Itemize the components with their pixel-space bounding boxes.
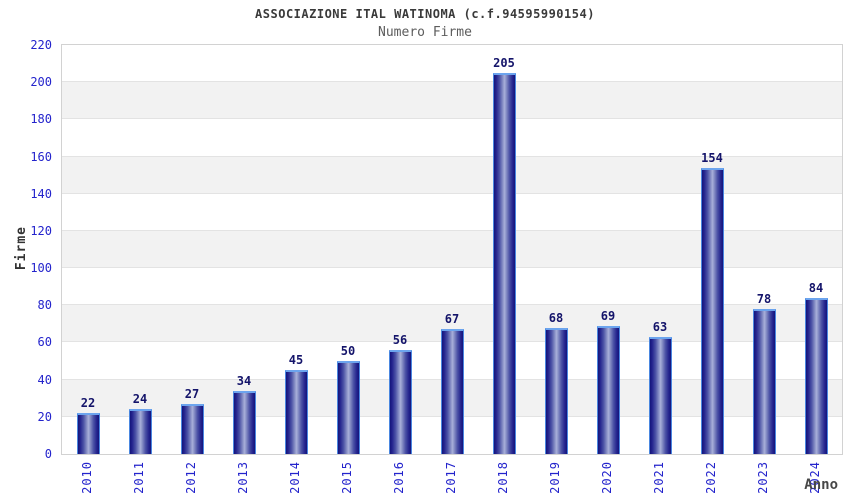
- bar-2015: [336, 361, 360, 454]
- y-tick-label: 200: [30, 75, 52, 90]
- x-tick-label: 2015: [340, 461, 354, 494]
- gridline: [62, 267, 842, 269]
- y-tick-label: 140: [30, 186, 52, 201]
- grid-band: [62, 82, 842, 120]
- grid-band: [62, 268, 842, 306]
- bar-2012: [180, 403, 204, 454]
- bar-2014: [284, 370, 308, 454]
- gridline: [62, 304, 842, 306]
- gridline: [62, 81, 842, 83]
- bar-value-label: 69: [600, 308, 616, 323]
- y-tick-label: 60: [37, 335, 52, 350]
- gridline: [62, 155, 842, 157]
- x-tick-label: 2012: [184, 461, 198, 494]
- x-tick-label: 2020: [600, 461, 614, 494]
- chart-title: ASSOCIAZIONE ITAL WATINOMA (c.f.94595990…: [255, 7, 595, 21]
- grid-band: [62, 230, 842, 269]
- y-tick-label: 80: [37, 298, 52, 313]
- y-tick-label: 100: [30, 261, 52, 276]
- y-tick-label: 160: [30, 149, 52, 164]
- bar-2017: [440, 329, 464, 454]
- bar-value-label: 24: [132, 392, 148, 407]
- bar-value-label: 45: [288, 353, 304, 368]
- gridline: [62, 192, 842, 194]
- bar-value-label: 68: [548, 310, 564, 325]
- bar-value-label: 78: [756, 291, 772, 306]
- bar-value-label: 154: [701, 150, 723, 165]
- x-tick-label: 2019: [548, 461, 562, 494]
- y-tick-label: 20: [37, 409, 52, 424]
- grid-band: [62, 193, 842, 231]
- plot-area: 22 24 27 34 45 50 56 67 205 68 69 63 154 78 84: [61, 44, 843, 455]
- x-tick-label: 2010: [80, 461, 94, 494]
- bar-2024: [804, 297, 828, 454]
- gridline: [62, 118, 842, 120]
- x-tick-label: 2014: [288, 461, 302, 494]
- bar-value-label: 63: [652, 319, 668, 334]
- x-tick-label: 2023: [756, 461, 770, 494]
- y-tick-label: 120: [30, 223, 52, 238]
- x-tick-label: 2017: [444, 461, 458, 494]
- x-tick-label: 2016: [392, 461, 406, 494]
- bar-2022: [700, 167, 724, 454]
- bar-2013: [232, 390, 256, 454]
- y-tick-label: 0: [44, 447, 52, 461]
- bar-value-label: 56: [392, 332, 408, 347]
- bar-value-label: 84: [808, 280, 824, 295]
- gridline: [62, 229, 842, 231]
- bar-value-label: 27: [184, 386, 200, 401]
- bar-value-label: 50: [340, 344, 356, 359]
- x-tick-label: 2022: [704, 461, 718, 494]
- grid-band: [62, 156, 842, 194]
- y-tick-label: 180: [30, 112, 52, 127]
- bar-2020: [596, 325, 620, 454]
- x-tick-label: 2013: [236, 461, 250, 494]
- bar-2018: [492, 72, 516, 454]
- grid-band: [62, 119, 842, 157]
- bar-2021: [648, 336, 672, 454]
- bar-value-label: 205: [493, 55, 515, 70]
- x-tick-label: 2011: [132, 461, 146, 494]
- x-tick-label: 2021: [652, 461, 666, 494]
- bar-2016: [388, 349, 412, 454]
- bar-value-label: 67: [444, 312, 460, 327]
- y-tick-label: 40: [37, 372, 52, 387]
- bar-2010: [76, 413, 100, 454]
- y-tick-label: 220: [30, 38, 52, 52]
- bar-value-label: 22: [80, 396, 96, 411]
- bar-2019: [544, 327, 568, 454]
- bar-2011: [128, 409, 152, 454]
- chart-subtitle: Numero Firme: [378, 25, 472, 40]
- x-tick-label: 2018: [496, 461, 510, 494]
- bar-2023: [752, 309, 776, 454]
- grid-band: [62, 45, 842, 83]
- x-axis-title: Anno: [804, 477, 838, 493]
- bar-value-label: 34: [236, 373, 252, 388]
